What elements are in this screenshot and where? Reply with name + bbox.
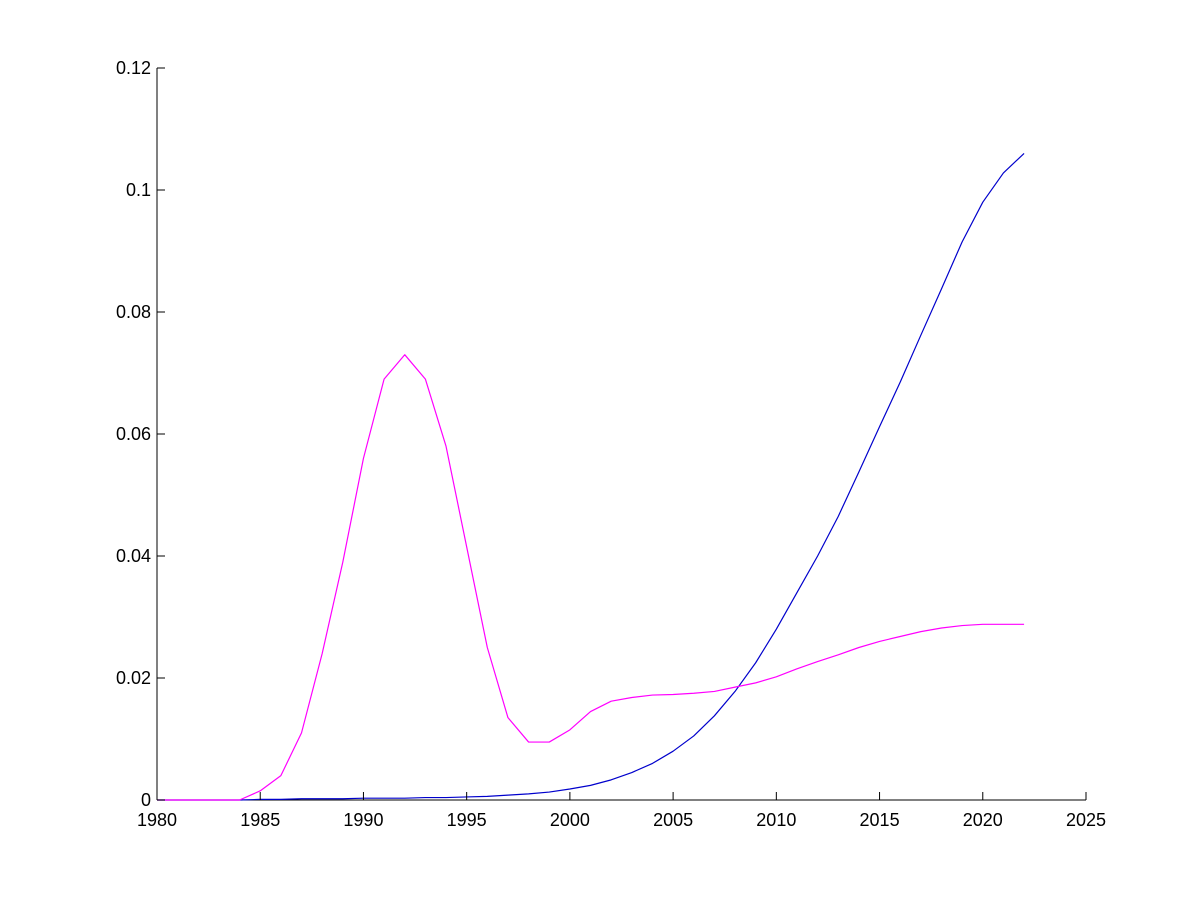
y-tick-label: 0.08 [116, 302, 151, 322]
axes [156, 68, 1086, 801]
x-tick-label: 1995 [447, 810, 487, 830]
x-tick-label: 1985 [240, 810, 280, 830]
y-tick-label: 0.12 [116, 58, 151, 78]
x-tick-label: 1980 [137, 810, 177, 830]
y-tick-label: 0 [141, 790, 151, 810]
series-layer [157, 152, 1025, 801]
series-line-2 [157, 354, 1025, 801]
x-axis-ticks: 1980 1985 1990 1995 2000 2005 2010 2015 2020 2025 [137, 792, 1106, 830]
y-tick-label: 0.1 [126, 180, 151, 200]
x-tick-label: 2025 [1066, 810, 1106, 830]
x-tick-label: 2000 [550, 810, 590, 830]
series-line-1 [157, 152, 1025, 801]
y-tick-label: 0.06 [116, 424, 151, 444]
y-tick-label: 0.02 [116, 668, 151, 688]
x-tick-label: 2015 [860, 810, 900, 830]
y-axis-ticks: 0 0.02 0.04 0.06 0.08 0.1 0.12 [116, 58, 165, 810]
x-tick-label: 2005 [653, 810, 693, 830]
x-tick-label: 2010 [756, 810, 796, 830]
y-tick-label: 0.04 [116, 546, 151, 566]
x-tick-label: 1990 [343, 810, 383, 830]
x-tick-label: 2020 [963, 810, 1003, 830]
